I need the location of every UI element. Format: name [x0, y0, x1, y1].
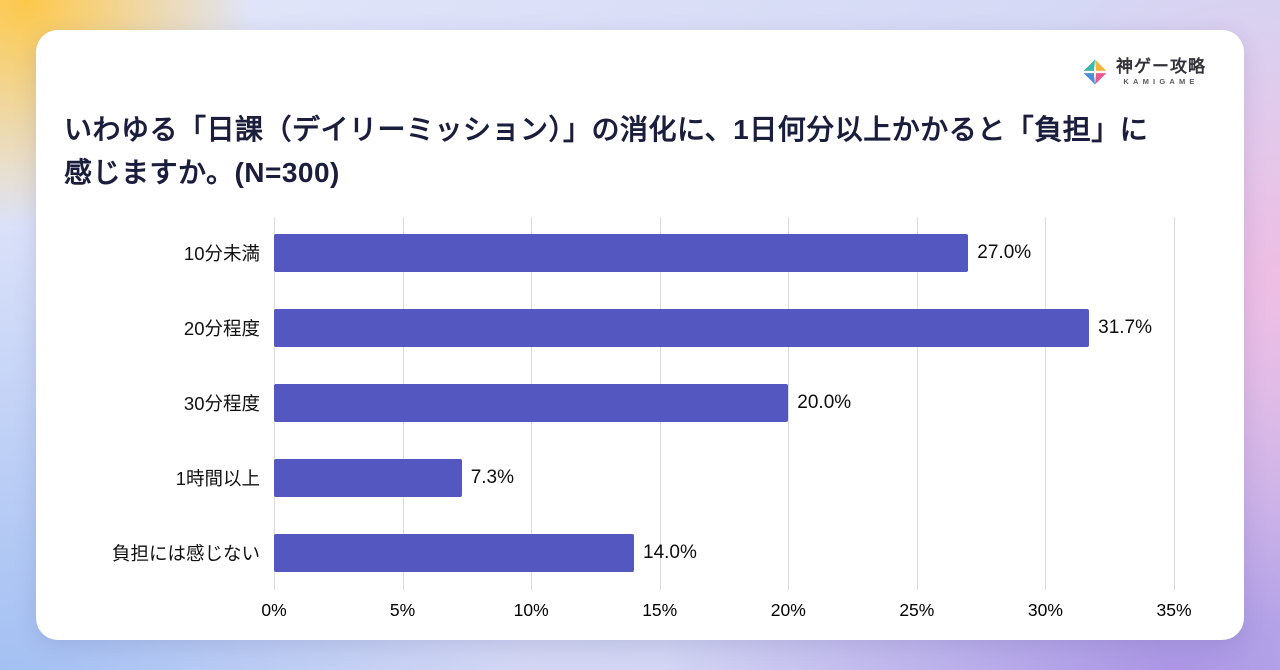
gridline	[1174, 217, 1175, 590]
gridline	[916, 217, 918, 590]
value-label: 20.0%	[797, 391, 852, 413]
x-tick-label: 0%	[261, 600, 287, 620]
bar-row: 20.0%	[274, 365, 1174, 440]
bars-container: 27.0% 31.7% 20.0% 7.3% 14.0%	[274, 215, 1174, 590]
value-label: 31.7%	[1098, 316, 1153, 338]
bar-row: 7.3%	[274, 440, 1174, 515]
bar	[274, 533, 634, 572]
gridline	[788, 217, 790, 590]
x-axis: 0% 5% 10% 15% 20% 25% 30% 35%	[261, 590, 1191, 626]
bar	[274, 383, 789, 422]
logo-name: 神ゲー攻略	[1116, 57, 1206, 76]
value-label: 14.0%	[643, 541, 697, 563]
category-labels: 10分未満 20分程度 30分程度 1時間以上負担には感じない	[64, 215, 274, 590]
chart-title: いわゆる「日課（デイリーミッション）」の消化に、1日何分以上かかると「負担」に感…	[64, 114, 1149, 189]
x-tick-label: 35%	[1156, 600, 1192, 620]
value-label: 7.3%	[470, 466, 515, 488]
category-label: 負担には感じない	[111, 542, 260, 564]
x-tick-label: 10%	[513, 600, 549, 620]
x-tick-label: 15%	[642, 600, 678, 620]
value-label: 27.0%	[977, 241, 1032, 263]
bar-row: 31.7%	[274, 290, 1174, 365]
bar-chart: 10分未満 20分程度 30分程度 1時間以上 負担には感じない 27.0% 31.7% 2…	[64, 215, 1192, 626]
category-label: 30分程度	[183, 392, 260, 414]
plot-area: 27.0% 31.7% 20.0% 7.3% 14.0%	[274, 215, 1175, 590]
bar	[274, 308, 1090, 347]
chart-card: 神ゲー攻略 KAMIGAME いわゆる「日課（デイリーミッション）」の消化に、1…	[36, 30, 1244, 640]
bar	[274, 233, 969, 272]
x-tick-label: 20%	[770, 600, 806, 620]
logo-subtitle: KAMIGAME	[1123, 77, 1199, 86]
bar	[274, 458, 462, 497]
category-label: 10分未満	[183, 242, 260, 264]
bar-row: 14.0%	[274, 515, 1174, 590]
gridline	[1045, 217, 1047, 590]
kamigame-diamond-icon	[1083, 59, 1107, 85]
x-tick-label: 30%	[1027, 600, 1063, 620]
x-tick-label: 5%	[389, 600, 416, 620]
site-logo: 神ゲー攻略 KAMIGAME	[1082, 58, 1206, 86]
category-label: 1時間以上	[175, 467, 260, 489]
bar-row: 27.0%	[274, 215, 1174, 290]
category-label: 20分程度	[183, 317, 260, 339]
x-tick-label: 25%	[899, 600, 935, 620]
